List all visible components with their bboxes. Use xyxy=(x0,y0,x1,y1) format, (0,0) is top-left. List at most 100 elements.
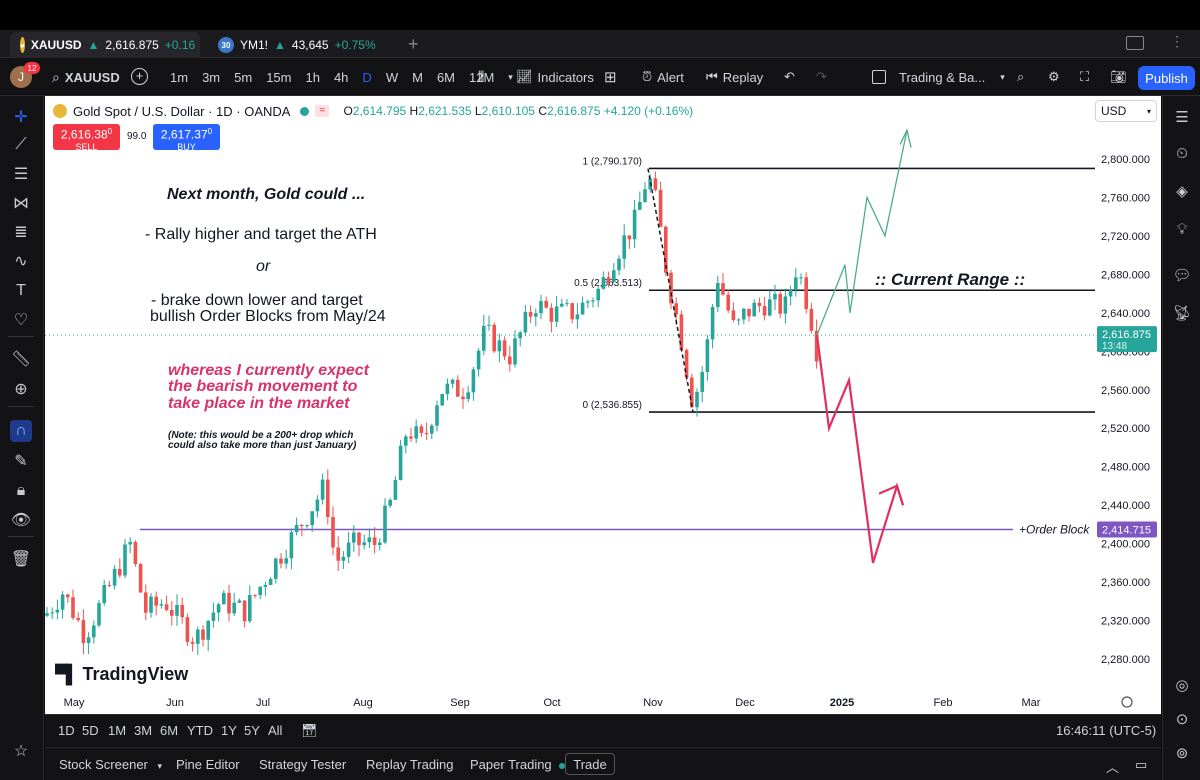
chat-icon[interactable]: 💬︎ xyxy=(1172,267,1192,284)
symbol-search[interactable]: ⌕ XAUUSD xyxy=(52,58,120,96)
range-6m[interactable]: 6M xyxy=(160,723,179,738)
interval-w[interactable]: W xyxy=(385,69,399,85)
more-options-icon[interactable]: ⋮ xyxy=(1170,33,1184,49)
candle-body xyxy=(627,235,632,240)
order-block-label: +Order Block xyxy=(1019,522,1090,536)
layout-selector[interactable]: Trading & Ba... ▾ xyxy=(872,58,1005,96)
interval-1m[interactable]: 1m xyxy=(170,69,189,85)
candle-body xyxy=(419,426,424,433)
interval-6m[interactable]: 6M xyxy=(436,69,455,85)
heart-icon[interactable]: ♡ xyxy=(13,312,29,329)
range-5y[interactable]: 5Y xyxy=(244,723,260,738)
crosshair-icon[interactable]: ✛ xyxy=(14,109,28,126)
buy-button[interactable]: 2,617.370 BUY xyxy=(153,124,220,152)
eye-icon[interactable]: 👁︎ xyxy=(10,512,32,529)
help-icon[interactable]: ◎ xyxy=(1175,677,1189,694)
interval-5m[interactable]: 5m xyxy=(234,69,253,85)
grid-icon: ⊞ xyxy=(604,69,617,86)
interval-1h[interactable]: 1h xyxy=(305,69,320,85)
quick-search-button[interactable]: ⌕ xyxy=(1017,58,1024,96)
range-ytd[interactable]: YTD xyxy=(187,723,213,738)
notifications-icon[interactable]: ⊙ xyxy=(1175,711,1189,728)
interval-4h[interactable]: 4h xyxy=(333,69,349,85)
interval-d[interactable]: D xyxy=(362,69,372,85)
price-chart[interactable]: 2,800.000 2,760.000 2,720.000 2,680.000 2,64… xyxy=(45,96,1161,714)
user-menu-icon[interactable]: ⊚ xyxy=(1175,745,1189,762)
fib-tools-icon[interactable]: ≣ xyxy=(14,224,28,241)
candle-body xyxy=(378,542,382,546)
collapse-panel-icon[interactable]: ︿ xyxy=(1106,760,1120,775)
lock-drawing-icon[interactable]: ✎ xyxy=(14,453,28,470)
interval-chevron-down-icon[interactable]: ▾ xyxy=(508,71,513,82)
forecast-icon[interactable]: ∿ xyxy=(14,253,28,270)
interval-3m[interactable]: 3m xyxy=(202,69,221,85)
tab-stock-screener[interactable]: Stock Screener ▾ xyxy=(59,757,162,772)
sell-button[interactable]: 2,616.380 SELL xyxy=(53,124,120,152)
range-1m[interactable]: 1M xyxy=(108,723,127,738)
candle-body xyxy=(638,201,642,210)
current-price-tag-value: 2,616.875 xyxy=(1102,329,1151,341)
tab-ym1[interactable]: 30 YM1! ▲ 43,645 +0.75% xyxy=(208,32,400,58)
window-layout-icon[interactable] xyxy=(1126,36,1144,50)
watchlist-icon[interactable]: ☰ xyxy=(1175,109,1189,126)
axis-settings-gear-icon[interactable] xyxy=(1121,696,1133,708)
undo-button[interactable]: ↶ xyxy=(784,58,795,96)
magnet-icon[interactable]: ∩ xyxy=(10,420,32,442)
wave-icon[interactable]: ≈ xyxy=(315,105,330,117)
publish-button[interactable]: Publish xyxy=(1138,66,1195,90)
tab-strategy-tester[interactable]: Strategy Tester xyxy=(259,757,347,772)
range-all[interactable]: All xyxy=(268,723,283,738)
goto-date-icon[interactable]: 📅︎ xyxy=(301,723,318,738)
visibility-dot-icon[interactable] xyxy=(300,106,310,116)
tab-trade[interactable]: Trade xyxy=(565,753,615,775)
zoom-in-icon[interactable]: ⊕ xyxy=(14,381,28,398)
indicators-label: Indicators xyxy=(537,69,594,85)
tab-price: 43,645 xyxy=(291,38,329,52)
indicators-button[interactable]: 📈︎ Indicators xyxy=(516,58,594,96)
snapshot-button[interactable]: 📷︎ xyxy=(1110,58,1127,96)
tab-paper-trading[interactable]: Paper Trading xyxy=(470,757,566,772)
fullscreen-button[interactable]: ⛶ xyxy=(1080,58,1089,96)
new-tab-plus-icon[interactable]: + xyxy=(408,34,419,54)
candle-body xyxy=(118,568,122,576)
settings-button[interactable]: ⚙︎ xyxy=(1048,58,1060,96)
star-icon[interactable]: ☆ xyxy=(13,743,29,760)
chart-type-button[interactable]: ⫴ xyxy=(478,58,484,96)
interval-m[interactable]: M xyxy=(412,69,423,85)
alerts-clock-icon[interactable]: ⏲︎ xyxy=(1176,144,1188,162)
currency-selector[interactable]: USD ▾ xyxy=(1095,100,1157,122)
range-5d[interactable]: 5D xyxy=(82,723,99,738)
clock-readout[interactable]: 16:46:11 (UTC-5) xyxy=(1056,723,1157,738)
compare-plus-icon[interactable]: + xyxy=(131,68,148,85)
range-1y[interactable]: 1Y xyxy=(221,723,237,738)
candle-body xyxy=(778,293,782,314)
trend-line-icon[interactable]: ⟋ xyxy=(15,136,27,153)
layers-icon[interactable]: ◈ xyxy=(1176,183,1188,200)
buy-label: BUY xyxy=(177,141,196,152)
replay-button[interactable]: ⏮︎ Replay xyxy=(706,58,763,96)
tab-xauusd[interactable]: ● XAUUSD ▲ 2,616.875 +0.16 xyxy=(10,32,200,58)
interval-15m[interactable]: 15m xyxy=(266,69,292,85)
candle-body xyxy=(336,547,340,561)
lock-icon[interactable]: 🔒︎ xyxy=(16,482,26,499)
maximize-panel-icon[interactable]: ▭ xyxy=(1135,757,1148,772)
templates-button[interactable]: ⊞ xyxy=(604,58,617,96)
tab-pine-editor[interactable]: Pine Editor xyxy=(176,757,240,772)
candle-body xyxy=(762,305,767,316)
tab-replay-trading[interactable]: Replay Trading xyxy=(366,757,454,772)
chart-pane[interactable]: 2,800.000 2,760.000 2,720.000 2,680.000 2,64… xyxy=(45,96,1161,714)
interval-12m[interactable]: 12M xyxy=(469,69,495,85)
trash-icon[interactable]: 🗑︎ xyxy=(10,551,32,568)
text-tool-icon[interactable]: T xyxy=(16,282,26,299)
range-3m[interactable]: 3M xyxy=(134,723,153,738)
pattern-icon[interactable]: ⋈ xyxy=(13,195,29,212)
broadcast-icon[interactable]: 📡︎ xyxy=(1172,305,1192,322)
alert-button[interactable]: ⏰︎ Alert xyxy=(642,58,684,96)
candle-body xyxy=(383,505,387,543)
range-1d[interactable]: 1D xyxy=(58,723,75,738)
redo-button[interactable]: ↷ xyxy=(816,58,827,96)
horizontal-lines-icon[interactable]: ☰ xyxy=(13,166,29,183)
x-tick-label: Aug xyxy=(353,697,373,709)
ruler-icon[interactable]: 📏︎ xyxy=(10,351,32,368)
ideas-bulb-icon[interactable]: 💡︎ xyxy=(1176,220,1188,238)
